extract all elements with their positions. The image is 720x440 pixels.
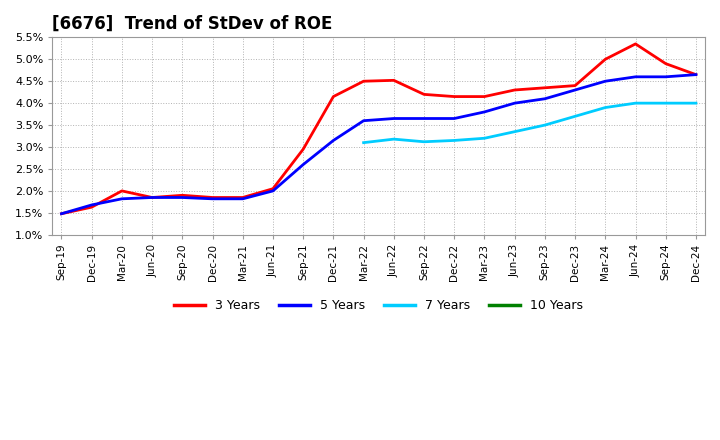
Text: [6676]  Trend of StDev of ROE: [6676] Trend of StDev of ROE — [53, 15, 333, 33]
Legend: 3 Years, 5 Years, 7 Years, 10 Years: 3 Years, 5 Years, 7 Years, 10 Years — [169, 294, 588, 317]
